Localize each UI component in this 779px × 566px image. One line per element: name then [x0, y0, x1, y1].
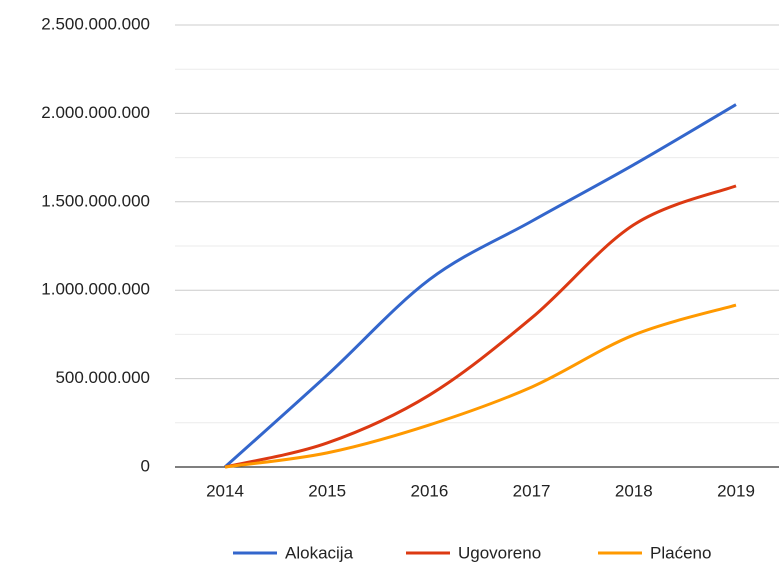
- x-tick-label: 2016: [410, 481, 448, 500]
- series-line: [224, 184, 737, 469]
- legend-label: Ugovoreno: [458, 543, 541, 562]
- y-tick-label: 1.500.000.000: [41, 191, 150, 210]
- y-tick-label: 2.500.000.000: [41, 14, 150, 33]
- y-tick-label: 0: [141, 456, 150, 475]
- y-tick-label: 500.000.000: [55, 368, 150, 387]
- series-line: [223, 103, 737, 469]
- y-tick-label: 1.000.000.000: [41, 280, 150, 299]
- x-tick-label: 2019: [717, 481, 755, 500]
- x-tick-label: 2018: [615, 481, 653, 500]
- x-tick-label: 2015: [308, 481, 346, 500]
- legend-label: Alokacija: [285, 543, 354, 562]
- legend-label: Plaćeno: [650, 543, 711, 562]
- x-tick-label: 2014: [206, 481, 244, 500]
- x-tick-label: 2017: [513, 481, 551, 500]
- y-tick-label: 2.000.000.000: [41, 103, 150, 122]
- series-line: [224, 303, 737, 469]
